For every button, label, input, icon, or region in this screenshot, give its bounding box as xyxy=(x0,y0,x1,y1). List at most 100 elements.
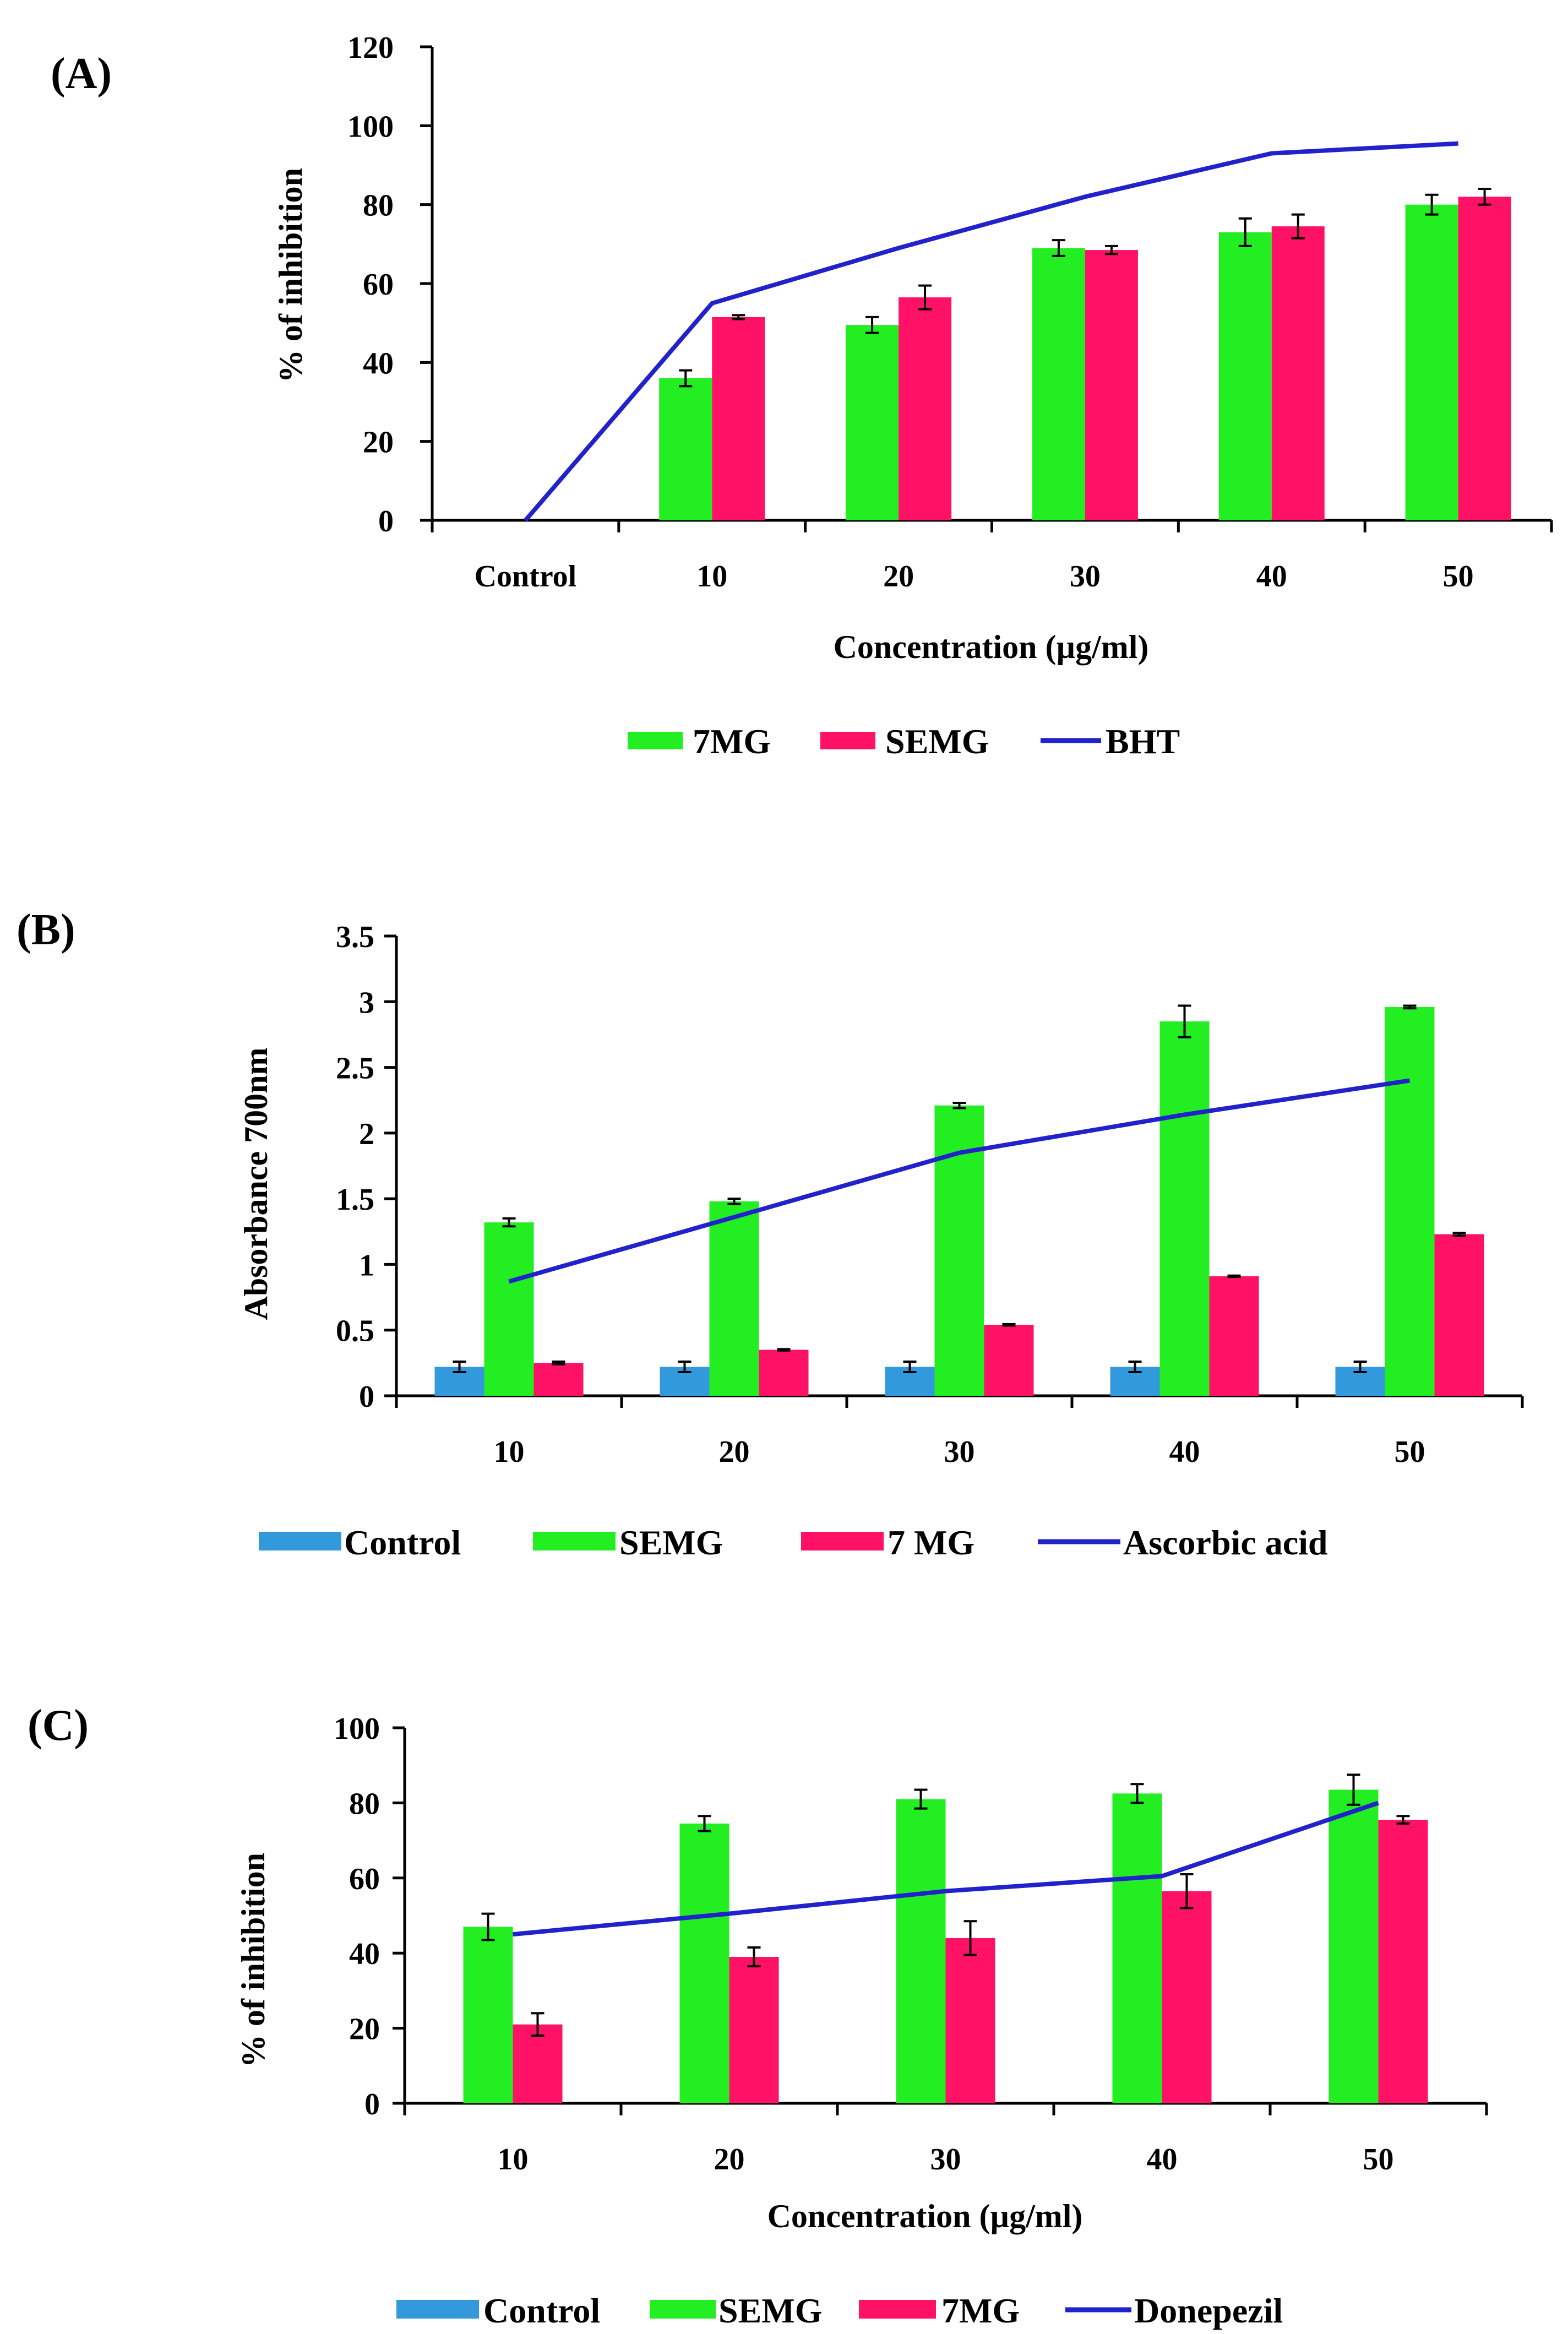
bar-7mg xyxy=(1218,232,1272,520)
y-tick-label: 2.5 xyxy=(336,1052,374,1086)
panel-b-plot: 0 0.5 1 1.5 2 2.5 3 3.5 10 20 30 40 50 xyxy=(336,920,1524,1469)
legend-label-control: Control xyxy=(483,2291,600,2330)
legend-swatch-control xyxy=(259,1532,341,1550)
bar-semg xyxy=(484,1222,534,1396)
bar-7mg xyxy=(1405,204,1458,521)
y-tick-label: 40 xyxy=(349,1937,380,1971)
legend-label-control: Control xyxy=(344,1523,461,1562)
bar-7mg xyxy=(659,378,712,520)
bar-semg xyxy=(679,1823,729,2103)
legend-label-semg: SEMG xyxy=(718,2291,822,2330)
x-tick-label: 40 xyxy=(1147,2142,1178,2177)
x-tick-label: 50 xyxy=(1395,1435,1425,1469)
legend-label-ascorbic-acid: Ascorbic acid xyxy=(1123,1523,1328,1562)
bar-7mg xyxy=(1378,1820,1428,2103)
bar-semg xyxy=(1271,226,1325,520)
panel-a: (A) % of inhibition Concentration (µg/ml… xyxy=(51,31,1553,761)
x-tick-label: 40 xyxy=(1256,559,1287,594)
panel-c: (C) % of inhibition Concentration (µg/ml… xyxy=(28,1701,1488,2330)
bar-7-mg xyxy=(533,1363,584,1396)
x-tick-label: 10 xyxy=(696,559,727,594)
panel-a-label: (A) xyxy=(51,50,112,98)
panel-a-legend: 7MG SEMG BHT xyxy=(628,722,1180,761)
x-tick-label: 10 xyxy=(498,2142,529,2177)
x-tick-label: 20 xyxy=(719,1435,750,1469)
bar-7mg xyxy=(513,2024,563,2103)
bar-semg xyxy=(709,1201,759,1396)
bar-7-mg xyxy=(1209,1276,1259,1396)
panel-b: (B) Absorbance 700nm 0 0.5 1 1.5 2 2.5 3 3.5 10 2… xyxy=(17,906,1524,1562)
bar-7-mg xyxy=(759,1350,809,1396)
panel-c-plot: 0 20 40 60 80 100 10 20 30 40 50 xyxy=(334,1712,1488,2177)
panel-b-legend: Control SEMG 7 MG Ascorbic acid xyxy=(259,1523,1328,1562)
legend-label-bht: BHT xyxy=(1106,722,1180,761)
y-tick-label: 60 xyxy=(349,1862,380,1896)
x-tick-label: 30 xyxy=(1070,559,1101,594)
panel-c-xlabel: Concentration (µg/ml) xyxy=(767,2198,1083,2234)
bar-7mg xyxy=(945,1938,995,2103)
y-tick-label: 0 xyxy=(378,504,394,538)
y-tick-label: 1.5 xyxy=(336,1183,374,1217)
legend-swatch-7mg xyxy=(859,2300,936,2319)
y-tick-label: 120 xyxy=(347,31,394,65)
y-tick-label: 20 xyxy=(349,2012,380,2047)
legend-swatch-semg xyxy=(650,2300,716,2319)
x-tick-label: 20 xyxy=(714,2142,745,2177)
y-tick-label: 2 xyxy=(359,1117,374,1151)
panel-a-plot: 0 20 40 60 80 100 120 Control 10 20 30 40 50 xyxy=(347,31,1553,594)
y-tick-label: 100 xyxy=(347,110,394,144)
legend-swatch-7mg xyxy=(801,1532,884,1550)
bar-semg xyxy=(1085,250,1138,520)
panel-c-legend: Control SEMG 7MG Donepezil xyxy=(396,2291,1283,2330)
legend-label-7mg: 7MG xyxy=(941,2291,1020,2330)
legend-swatch-semg xyxy=(533,1532,616,1550)
y-tick-label: 60 xyxy=(363,268,394,302)
bar-semg xyxy=(1112,1793,1162,2103)
x-tick-label: 50 xyxy=(1443,559,1474,594)
bar-7mg xyxy=(729,1957,779,2103)
x-tick-label: 30 xyxy=(930,2142,961,2177)
panel-b-label: (B) xyxy=(17,906,75,954)
x-tick-label: 50 xyxy=(1363,2142,1394,2177)
bar-7-mg xyxy=(984,1325,1034,1396)
y-tick-label: 0.5 xyxy=(336,1314,374,1348)
legend-swatch-7mg xyxy=(628,732,683,749)
legend-swatch-semg xyxy=(820,732,875,749)
legend-label-7mg: 7 MG xyxy=(888,1523,974,1562)
bar-7mg xyxy=(846,325,899,520)
y-tick-label: 40 xyxy=(363,346,394,380)
bar-7mg xyxy=(1032,248,1085,520)
line-bht xyxy=(524,141,1458,522)
y-tick-label: 3.5 xyxy=(336,920,374,954)
x-tick-label: 40 xyxy=(1169,1435,1200,1469)
panel-b-ylabel: Absorbance 700nm xyxy=(238,1047,274,1320)
bar-semg xyxy=(1159,1021,1210,1396)
y-tick-label: 80 xyxy=(363,189,394,223)
bar-7mg xyxy=(1162,1891,1212,2103)
legend-label-donepezil: Donepezil xyxy=(1134,2291,1283,2330)
y-tick-label: 0 xyxy=(364,2087,380,2121)
panel-a-xlabel: Concentration (µg/ml) xyxy=(834,629,1149,665)
y-tick-label: 1 xyxy=(359,1248,374,1282)
x-tick-label: 20 xyxy=(883,559,914,594)
y-tick-label: 80 xyxy=(349,1787,380,1821)
legend-label-semg: SEMG xyxy=(619,1523,723,1562)
panel-c-label: (C) xyxy=(28,1701,89,1750)
bar-semg xyxy=(463,1927,513,2103)
panel-c-ylabel: % of inhibition xyxy=(235,1853,271,2068)
legend-label-7mg: 7MG xyxy=(693,722,771,761)
bar-semg xyxy=(896,1799,946,2103)
bar-semg xyxy=(1329,1789,1379,2103)
x-tick-label: 10 xyxy=(494,1435,525,1469)
bar-semg xyxy=(712,317,765,520)
y-tick-label: 3 xyxy=(359,986,374,1020)
y-tick-label: 100 xyxy=(334,1712,380,1746)
panel-a-ylabel: % of inhibition xyxy=(273,168,309,383)
legend-swatch-control xyxy=(396,2300,479,2319)
x-tick-label: Control xyxy=(475,559,577,594)
x-tick-label: 30 xyxy=(944,1435,975,1469)
bar-semg xyxy=(899,297,952,520)
bar-semg xyxy=(1385,1006,1435,1396)
legend-label-semg: SEMG xyxy=(885,722,989,761)
